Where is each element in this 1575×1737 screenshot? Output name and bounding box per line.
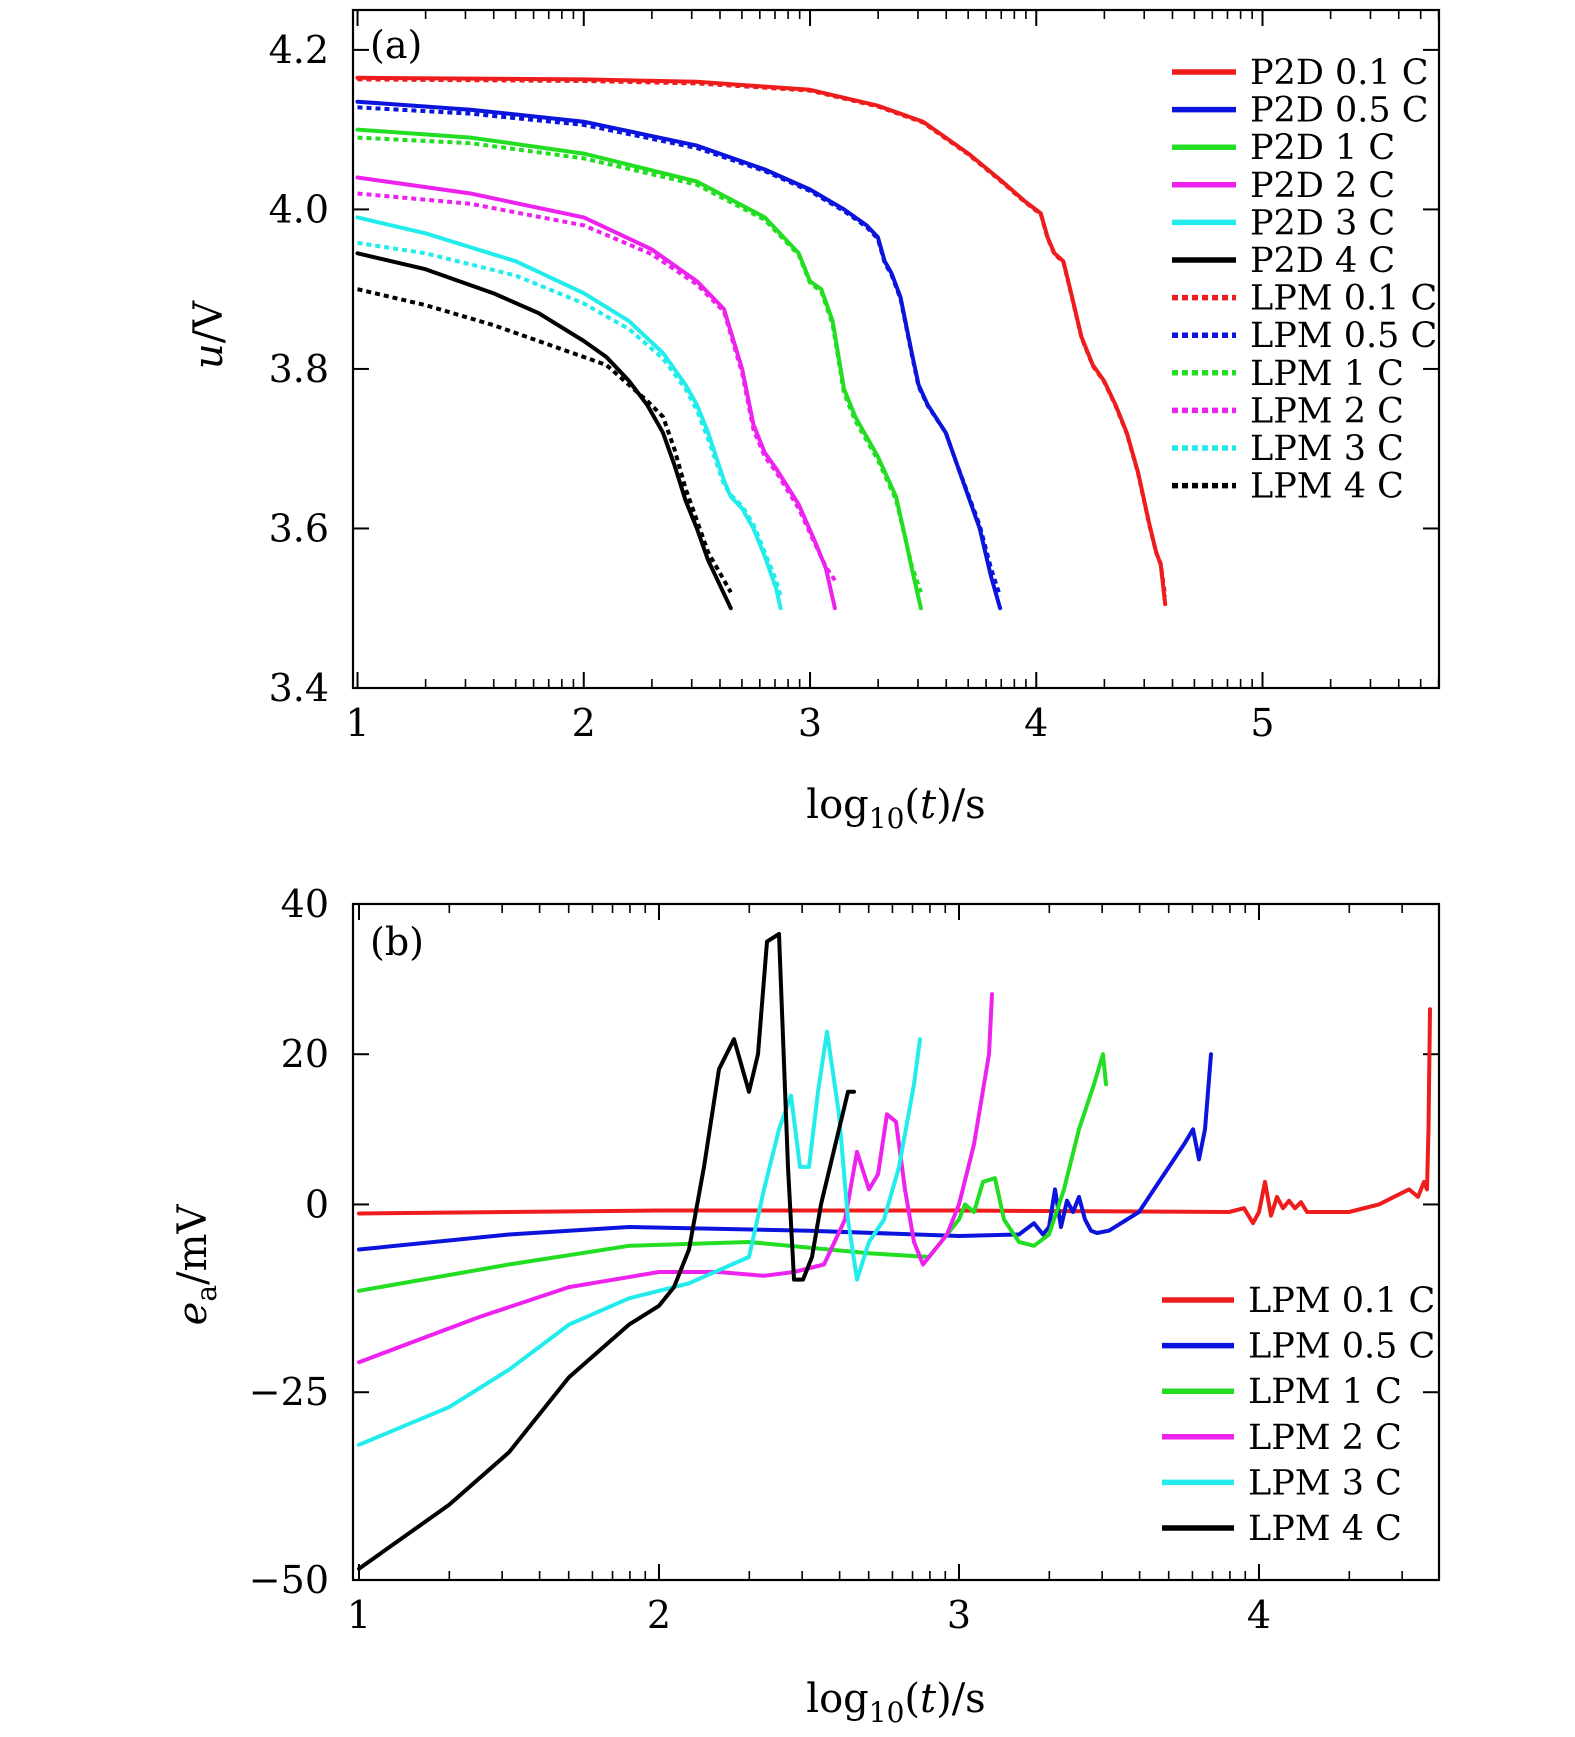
legend: LPM 0.1 C LPM 0.5 C LPM 1 C LPM 2 C LPM 3 C L… (1162, 1281, 1435, 1549)
series-line-lpm-0-5-c (357, 105, 1003, 597)
plot-frame (351, 8, 1441, 690)
y-tick-label: 40 (281, 882, 329, 926)
legend-label: P2D 0.1 C (1250, 53, 1429, 93)
y-tick-label: −50 (249, 1558, 329, 1602)
legend-label: P2D 1 C (1250, 128, 1395, 168)
series-line-lpm-3-c (357, 240, 783, 597)
legend-label: LPM 0.5 C (1250, 316, 1437, 356)
legend-label: LPM 1 C (1250, 354, 1404, 394)
y-tick-label: −25 (249, 1370, 329, 1414)
legend-label: P2D 0.5 C (1250, 91, 1429, 131)
x-axis-label: log10(t)/s (806, 782, 985, 835)
series-group (355, 75, 1168, 611)
x-tick-label: 3 (947, 1593, 971, 1637)
x-tick-label: 4 (1247, 1593, 1271, 1637)
x-tick-label: 3 (798, 701, 822, 745)
legend-label: LPM 0.1 C (1248, 1281, 1435, 1321)
y-tick-label: 3.8 (269, 347, 329, 391)
series-line-lpm-0-5-c (357, 1052, 1213, 1252)
series-line-p2d-3-c (355, 215, 783, 611)
x-tick-label: 4 (1024, 701, 1048, 745)
panel-label: (b) (370, 920, 424, 964)
legend-label: LPM 4 C (1248, 1509, 1402, 1549)
series-group (357, 932, 1432, 1571)
legend-label: LPM 2 C (1248, 1418, 1402, 1458)
legend-label: P2D 2 C (1250, 166, 1395, 206)
y-tick-label: 3.4 (269, 666, 329, 710)
series-line-lpm-3-c (357, 1029, 922, 1447)
legend-label: P2D 3 C (1250, 203, 1395, 243)
y-tick-label: 20 (281, 1032, 329, 1076)
series-line-lpm-4-c (357, 287, 733, 594)
series-line-lpm-0-1-c (357, 77, 1168, 597)
legend-label: LPM 3 C (1250, 429, 1404, 469)
series-line-lpm-0-1-c (357, 1007, 1432, 1226)
legend-label: LPM 3 C (1248, 1463, 1402, 1503)
x-tick-label: 1 (347, 1593, 371, 1637)
panel-a: 1 2 3 4 5 3.4 3.6 3.8 4.0 4.2 (a) log10(t)/s u/V P2D … (186, 8, 1441, 835)
panel-label: (a) (370, 23, 422, 67)
y-axis-label: u/V (186, 300, 232, 369)
y-axis-label: ea/mV (170, 1204, 223, 1326)
y-tick-label: 4.0 (269, 187, 329, 231)
series-line-lpm-4-c (357, 932, 856, 1571)
series-line-p2d-0-1-c (355, 75, 1168, 607)
legend-label: LPM 2 C (1250, 391, 1404, 431)
legend-label: P2D 4 C (1250, 241, 1395, 281)
series-line-lpm-2-c (357, 992, 994, 1365)
series-line-lpm-1-c (357, 1052, 1108, 1293)
panel-b: 1 2 3 4 −50 −25 0 20 40 (b) log10(t)/s ea/mV LPM 0.1… (170, 882, 1441, 1729)
y-tick-label: 0 (305, 1182, 329, 1226)
legend-label: LPM 1 C (1248, 1372, 1402, 1412)
y-tick-label: 3.6 (269, 506, 329, 550)
x-tick-label: 5 (1250, 701, 1274, 745)
legend-label: LPM 0.1 C (1250, 279, 1437, 319)
x-axis-label: log10(t)/s (806, 1676, 985, 1729)
x-tick-label: 2 (572, 701, 596, 745)
series-line-p2d-1-c (355, 127, 923, 611)
x-tick-label: 1 (345, 701, 369, 745)
legend-label: LPM 0.5 C (1248, 1327, 1435, 1367)
series-line-lpm-2-c (357, 191, 837, 582)
y-tick-label: 4.2 (269, 28, 329, 72)
plot-frame (351, 902, 1441, 1582)
legend-label: LPM 4 C (1250, 467, 1404, 507)
series-line-p2d-2-c (355, 175, 837, 611)
series-line-p2d-4-c (355, 251, 733, 611)
x-tick-label: 2 (647, 1593, 671, 1637)
